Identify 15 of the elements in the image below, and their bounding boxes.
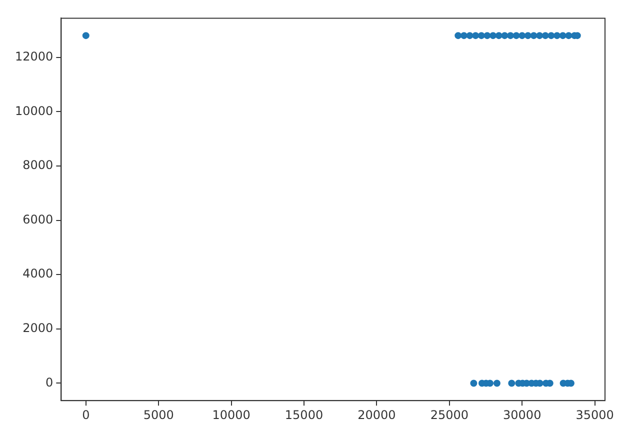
x-tick-label: 25000 — [430, 408, 469, 422]
y-tick-label: 8000 — [22, 158, 54, 172]
y-tick-label: 4000 — [22, 266, 54, 281]
y-tick-label: 2000 — [22, 321, 54, 336]
y-tick-label: 6000 — [22, 212, 54, 226]
y-tick-label: 0 — [46, 375, 54, 390]
x-tick-label: 35000 — [576, 408, 614, 422]
x-tick-label: 5000 — [143, 408, 174, 422]
x-tick-label: 10000 — [212, 408, 250, 422]
x-tick-label: 20000 — [358, 408, 396, 422]
x-tick-label: 0 — [82, 408, 90, 422]
x-tick-label: 15000 — [284, 408, 324, 422]
x-tick-label: 30000 — [503, 408, 542, 422]
y-tick-label: 12000 — [14, 49, 54, 64]
y-tick-label: 10000 — [14, 104, 54, 118]
